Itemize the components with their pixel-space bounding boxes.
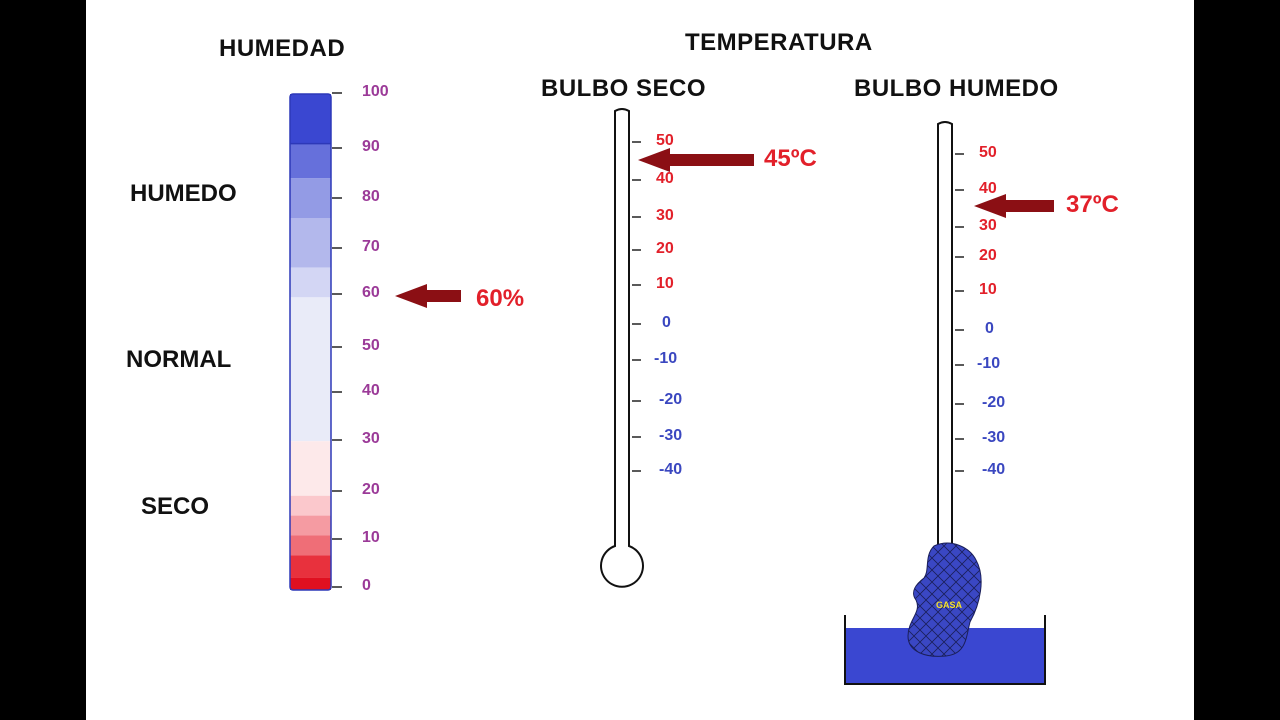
humidity-band: [290, 577, 331, 590]
wet-bulb-tick-label: -20: [982, 394, 1006, 411]
humidity-tick-label: 90: [362, 138, 380, 155]
gauze-wick: [907, 542, 982, 657]
humidity-band: [290, 495, 331, 516]
wet-bulb-thermometer: [937, 121, 953, 549]
wet-bulb-tick-label: 40: [979, 180, 997, 197]
humidity-tick-label: 40: [362, 382, 380, 399]
humidity-tick-label: 70: [362, 238, 380, 255]
humidity-band: [290, 267, 331, 298]
dry-bulb-tick-label: 10: [656, 275, 674, 292]
wet-bulb-tick-label: -40: [982, 461, 1006, 478]
dry-bulb-tick-label: -30: [659, 427, 683, 444]
humidity-tick-label: 100: [362, 83, 389, 100]
wet-bulb-title: BULBO HUMEDO: [854, 75, 1059, 102]
zone-label-normal: NORMAL: [126, 346, 232, 373]
humidity-band: [290, 218, 331, 268]
humidity-band: [290, 555, 331, 578]
humidity-tick-label: 20: [362, 481, 380, 498]
humidity-band: [290, 143, 331, 179]
zone-label-wet: HUMEDO: [130, 180, 237, 207]
humidity-band: [290, 297, 331, 442]
humidity-band: [290, 441, 331, 496]
dry-bulb-tick-label: 40: [656, 170, 674, 187]
wet-bulb-reading-label: 37ºC: [1066, 191, 1119, 218]
wet-bulb-tick-label: 50: [979, 144, 997, 161]
humidity-tick-label: 80: [362, 188, 380, 205]
water-container: [844, 615, 1046, 685]
wet-bulb-tick-label: 0: [985, 320, 994, 337]
humidity-tick-label: 10: [362, 529, 380, 546]
diagram-graphics: GASA: [289, 92, 1054, 685]
dry-bulb-tick-label: -10: [654, 350, 678, 367]
dry-bulb-tick-label: 0: [662, 314, 671, 331]
humidity-tick-label: 60: [362, 284, 380, 301]
dry-bulb-reading-arrow: [638, 148, 754, 172]
wet-bulb-tick-label: -30: [982, 429, 1006, 446]
humidity-band: [290, 94, 331, 144]
dry-bulb-reading-label: 45ºC: [764, 145, 817, 172]
dry-bulb-title: BULBO SECO: [541, 75, 707, 102]
humidity-reading-label: 60%: [476, 285, 525, 312]
humidity-title: HUMEDAD: [219, 35, 346, 62]
humidity-tick-label: 50: [362, 337, 380, 354]
wet-bulb-tick-label: -10: [977, 355, 1001, 372]
humidity-tick-label: 0: [362, 577, 371, 594]
humidity-reading-arrow: [395, 284, 461, 308]
humidity-band: [290, 515, 331, 536]
temperature-title: TEMPERATURA: [685, 29, 873, 56]
humidity-band: [290, 535, 331, 556]
dry-bulb-tick-label: -20: [659, 391, 683, 408]
dry-bulb-tick-label: -40: [659, 461, 683, 478]
wet-bulb-tick-label: 20: [979, 247, 997, 264]
humidity-tick-label: 30: [362, 430, 380, 447]
zone-label-dry: SECO: [141, 493, 210, 520]
diagram-canvas: GASA HUMEDAD TEMPERATURA BULBO SECO BULB…: [86, 0, 1194, 720]
dry-bulb-tick-label: 50: [656, 132, 674, 149]
humidity-bar-outline: [289, 93, 332, 591]
gauze-label: GASA: [936, 600, 963, 610]
wet-bulb-tick-label: 10: [979, 281, 997, 298]
wet-bulb-tick-label: 30: [979, 217, 997, 234]
dry-bulb-tick-label: 20: [656, 240, 674, 257]
dry-bulb-tick-label: 30: [656, 207, 674, 224]
humidity-band: [290, 178, 331, 218]
dry-bulb-thermometer: [600, 108, 644, 588]
wet-bulb-reading-arrow: [974, 194, 1054, 218]
